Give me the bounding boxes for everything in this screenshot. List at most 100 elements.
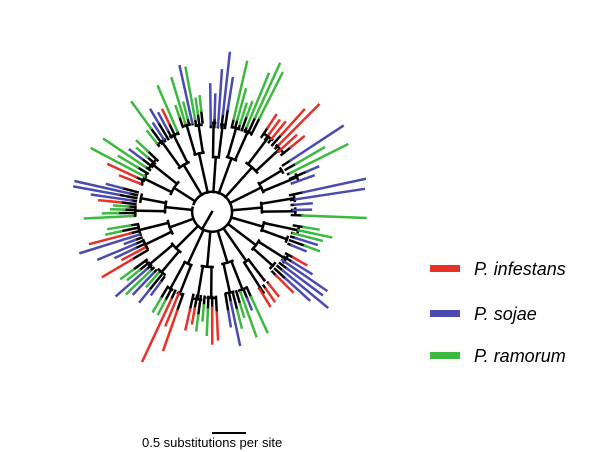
tree-leaf-branch <box>149 280 163 297</box>
tree-leaf-branch <box>119 267 136 281</box>
tree-arc <box>169 180 181 196</box>
tree-leaf-branch <box>301 177 367 194</box>
tree-leaf-branch <box>106 162 138 179</box>
tree-leaf-branch <box>88 231 133 246</box>
tree-internal-branch <box>242 260 266 295</box>
tree-internal-branch <box>172 133 190 165</box>
tree-root-branch <box>200 210 214 232</box>
tree-internal-branch <box>259 125 270 139</box>
tree-internal-branch <box>193 294 199 310</box>
tree-leaf-branch <box>216 68 224 128</box>
tree-internal-branch <box>165 128 174 139</box>
tree-internal-branch <box>292 224 306 229</box>
tree-leaf-branch <box>135 139 150 153</box>
tree-leaf-branch <box>156 111 170 132</box>
tree-internal-branch <box>140 156 155 169</box>
tree-arc <box>220 259 235 266</box>
legend-swatch-sojae <box>430 310 460 317</box>
tree-leaf-branch <box>140 297 173 363</box>
tree-internal-branch <box>222 262 232 295</box>
tree-leaf-branch <box>213 93 217 120</box>
tree-internal-branch <box>137 260 151 272</box>
tree-leaf-branch <box>280 258 329 293</box>
tree-internal-branch <box>214 295 219 314</box>
tree-leaf-branch <box>288 142 349 175</box>
tree-leaf-branch <box>264 287 277 303</box>
tree-internal-branch <box>282 255 295 264</box>
tree-internal-branch <box>163 287 174 303</box>
tree-leaf-branch <box>294 145 326 166</box>
tree-internal-branch <box>174 224 200 250</box>
tree-internal-branch <box>240 114 249 132</box>
tree-leaf-branch <box>161 309 179 352</box>
tree-leaf-branch <box>245 100 254 118</box>
tree-internal-branch <box>143 230 174 247</box>
tree-leaf-branch <box>238 102 249 126</box>
tree-leaf-branch <box>249 295 269 334</box>
tree-leaf-branch <box>208 83 213 126</box>
tree-leaf-branch <box>279 108 306 137</box>
tree-leaf-branch <box>181 101 190 120</box>
tree-leaf-branch <box>302 225 320 231</box>
tree-arc <box>200 264 214 269</box>
tree-leaf-branch <box>145 129 159 145</box>
tree-internal-branch <box>288 169 309 181</box>
tree-leaf-branch <box>277 103 321 147</box>
tree-internal-branch <box>257 168 284 186</box>
tree-leaf-branch <box>285 266 324 297</box>
legend-label-ramorum: P. ramorum <box>474 346 566 366</box>
tree-arc <box>194 123 203 128</box>
tree-internal-branch <box>211 121 215 159</box>
scale-bar-label: 0.5 substitutions per site <box>142 435 282 450</box>
tree-internal-branch <box>119 226 141 233</box>
tree-leaf-branch <box>215 311 220 341</box>
tree-internal-branch <box>206 295 210 311</box>
legend-label-sojae: P. sojae <box>474 304 537 324</box>
tree-leaf-branch <box>226 309 233 328</box>
tree-internal-branch <box>163 205 194 212</box>
tree-leaf-branch <box>290 260 314 276</box>
tree-internal-branch <box>134 209 167 213</box>
tree-internal-branch <box>227 291 233 304</box>
tree-arc <box>250 238 261 252</box>
tree-internal-branch <box>260 228 289 241</box>
tree-internal-branch <box>147 243 175 267</box>
tree-leaf-branch <box>72 185 121 197</box>
tree-leaf-branch <box>123 238 137 246</box>
tree-leaf-branch <box>112 204 130 208</box>
tree-internal-branch <box>150 162 179 186</box>
tree-internal-branch <box>199 109 204 124</box>
tree-arc <box>182 260 193 267</box>
tree-internal-branch <box>249 116 262 137</box>
tree-internal-branch <box>145 155 157 166</box>
tree-internal-branch <box>185 123 197 156</box>
tree-internal-branch <box>128 222 140 227</box>
tree-arc <box>244 161 259 175</box>
tree-leaf-branch <box>232 60 249 121</box>
legend-item-p-sojae: P. sojae <box>430 304 537 324</box>
tree-leaf-branch <box>265 113 278 130</box>
tree-leaf-branch <box>303 244 321 253</box>
tree-leaf-branch <box>294 187 366 201</box>
tree-internal-branch <box>251 246 275 268</box>
tree-internal-branch <box>159 249 181 274</box>
tree-leaf-branch <box>229 300 242 347</box>
tree-internal-branch <box>278 261 289 271</box>
tree-leaf-branch <box>130 100 153 130</box>
tree-arc <box>177 160 191 170</box>
tree-leaf-branch <box>293 201 313 207</box>
tree-leaf-branch <box>104 229 123 236</box>
tree-leaf-branch <box>83 214 134 220</box>
tree-leaf-branch <box>280 268 330 310</box>
tree-leaf-branch <box>120 246 146 262</box>
tree-leaf-branch <box>101 257 134 279</box>
tree-internal-branch <box>284 251 295 260</box>
tree-internal-branch <box>156 121 170 141</box>
tree-internal-branch <box>127 191 139 197</box>
legend-swatch-ramorum <box>430 352 460 359</box>
tree-arc <box>163 200 168 214</box>
tree-internal-branch <box>130 248 150 262</box>
tree-internal-branch <box>139 196 168 205</box>
tree-internal-branch <box>196 294 203 317</box>
tree-internal-branch <box>168 217 195 230</box>
